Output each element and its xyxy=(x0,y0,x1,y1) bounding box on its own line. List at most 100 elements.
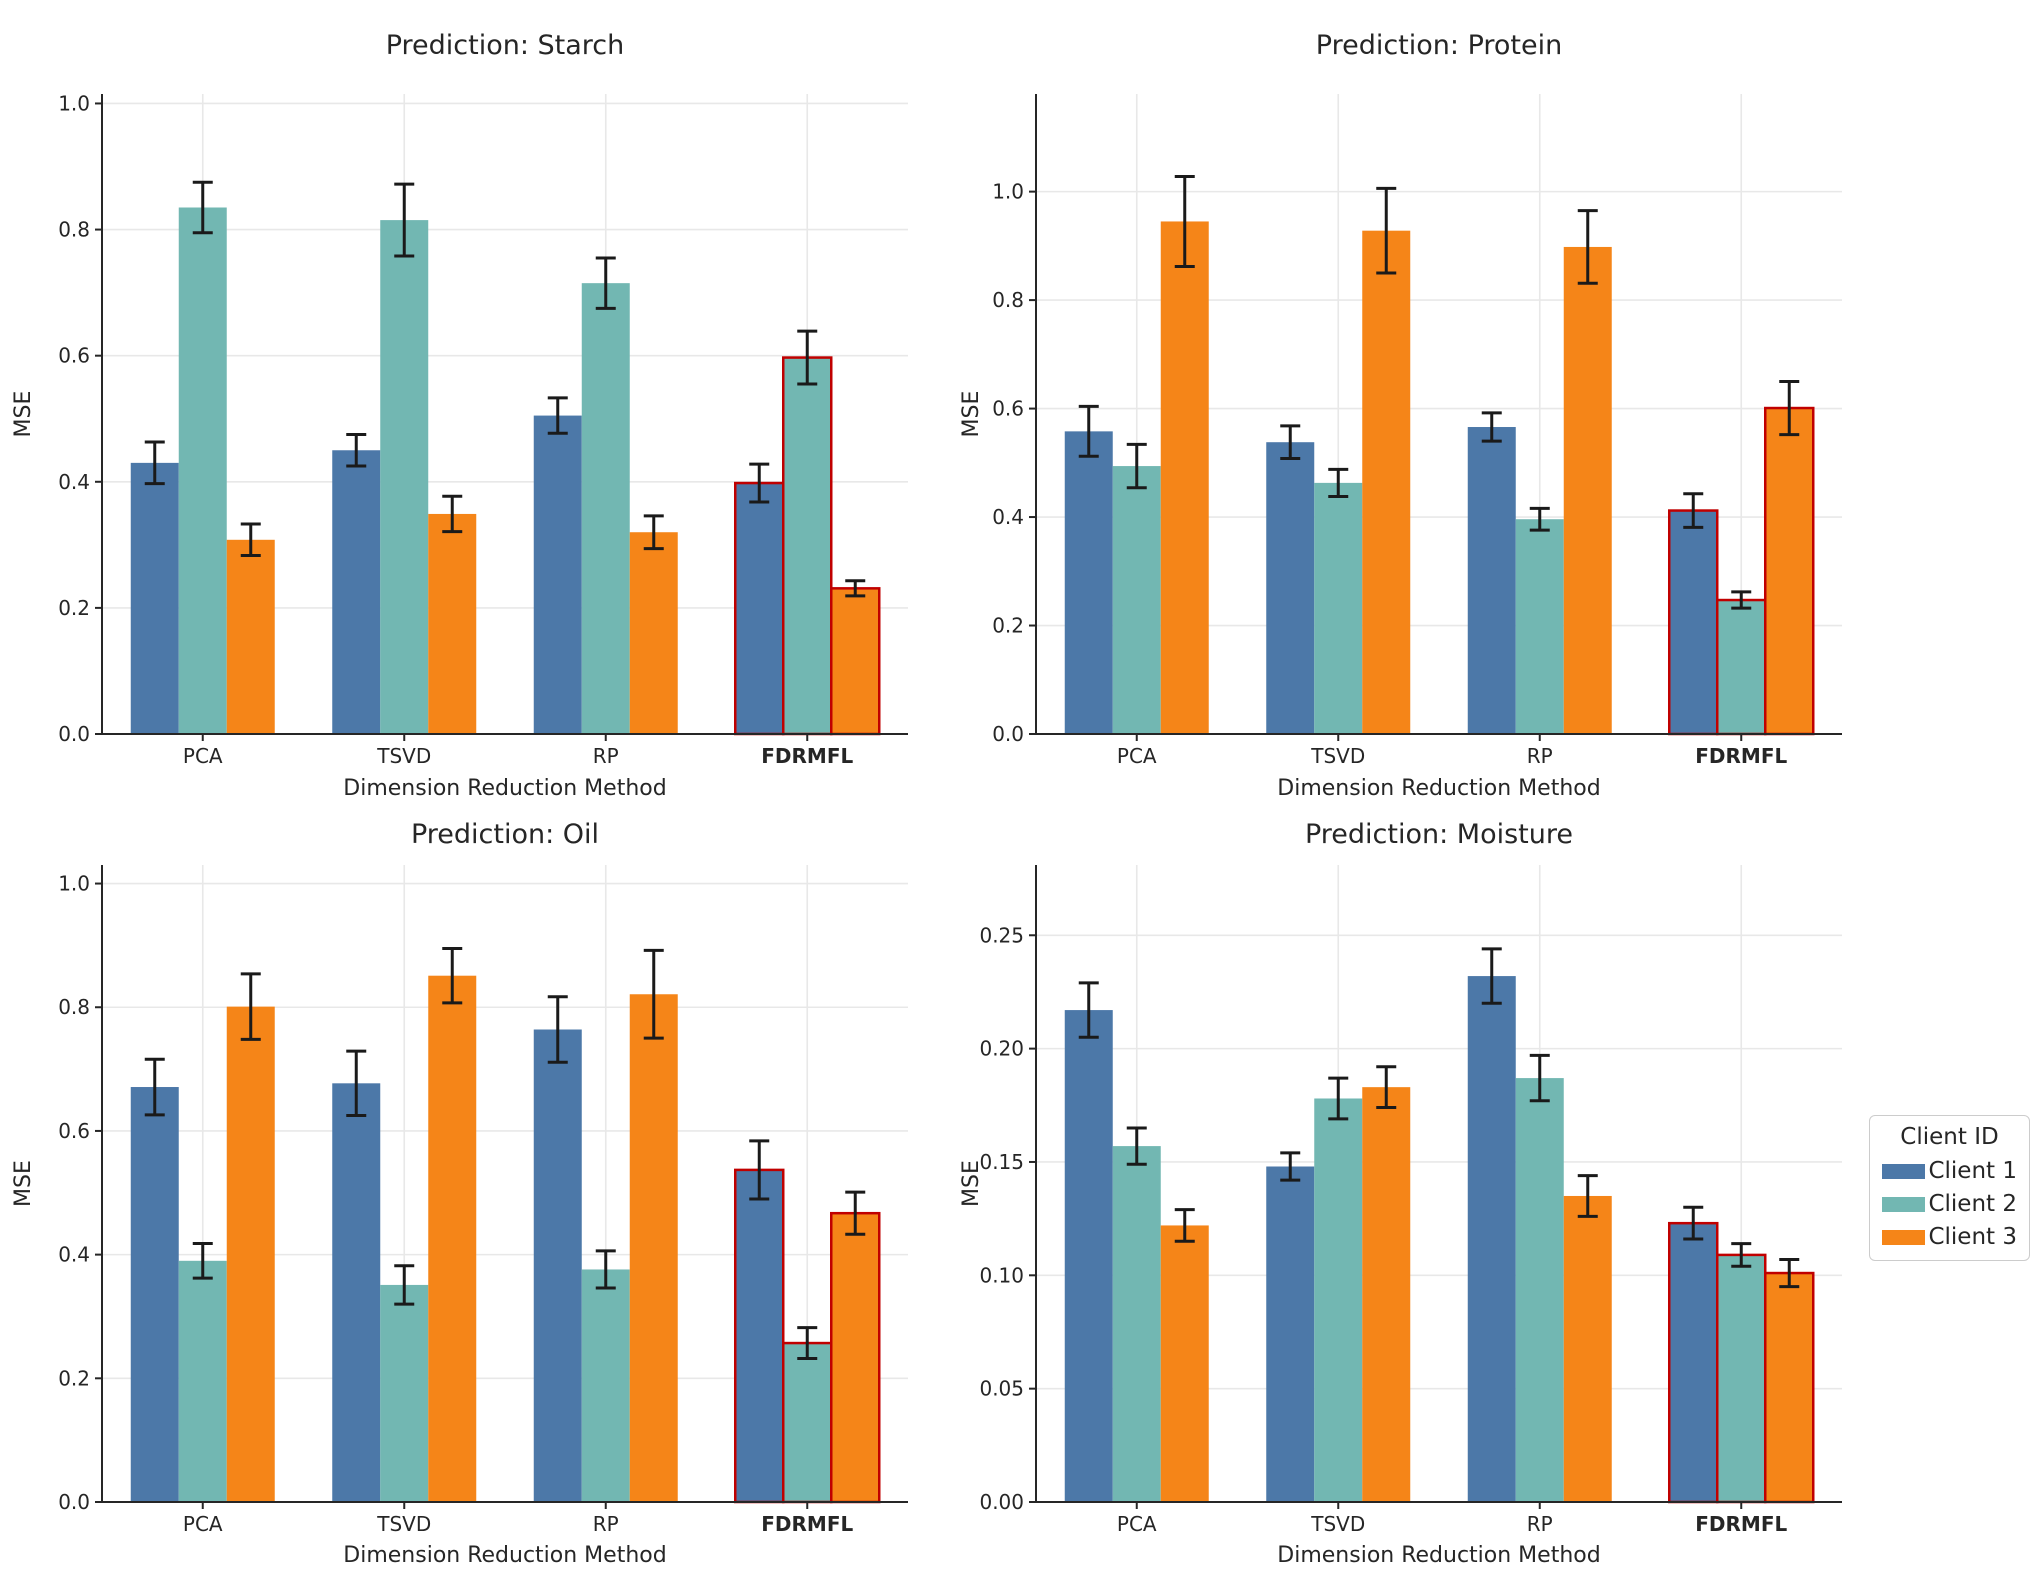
ytick-label-moisture-0.20: 0.20 xyxy=(979,1037,1024,1061)
xtick-label-protein-rp: RP xyxy=(1527,744,1553,768)
ytick-label-starch-1.0: 1.0 xyxy=(58,91,90,115)
xtick-label-starch-fdrmfl: FDRMFL xyxy=(761,744,853,768)
legend-item-client1: Client 1 xyxy=(1882,1158,2017,1184)
bar-oil-fdrmfl-client3 xyxy=(830,1211,881,1504)
ytick-label-oil-0.2: 0.2 xyxy=(58,1366,90,1390)
bar-oil-fdrmfl-client1 xyxy=(734,1168,785,1504)
bar-starch-fdrmfl-client3 xyxy=(830,587,881,736)
yaxis-label-starch: MSE xyxy=(11,391,36,438)
bar-moisture-tsvd-client3 xyxy=(1362,1087,1411,1502)
chart-title-protein: Prediction: Protein xyxy=(1316,30,1562,61)
yaxis-label-oil: MSE xyxy=(11,1160,36,1207)
bar-oil-pca-client3 xyxy=(226,1006,275,1502)
bar-starch-rp-client2 xyxy=(581,283,630,734)
bar-moisture-rp-client3 xyxy=(1563,1195,1612,1502)
chart-starch: 0.0 0.2 0.4 0.6 0.8 1.0 PCA TSVD RP FDRMFL Predict… xyxy=(11,30,908,801)
ytick-label-moisture-0.25: 0.25 xyxy=(979,923,1024,947)
bar-oil-rp-client2 xyxy=(581,1269,630,1502)
bar-starch-pca-client1 xyxy=(130,462,179,734)
bar-starch-pca-client2 xyxy=(178,207,227,734)
xtick-label-protein-pca: PCA xyxy=(1117,744,1157,768)
legend-swatch-client1-icon xyxy=(1882,1163,1925,1179)
bar-protein-pca-client1 xyxy=(1064,431,1113,734)
xaxis-label-protein: Dimension Reduction Method xyxy=(1277,776,1600,801)
ytick-label-moisture-0.15: 0.15 xyxy=(979,1150,1024,1174)
ytick-label-starch-0.6: 0.6 xyxy=(58,344,90,368)
legend-swatch-client3-icon xyxy=(1882,1229,1925,1245)
ytick-label-oil-0.4: 0.4 xyxy=(58,1243,90,1267)
bar-oil-tsvd-client2 xyxy=(380,1284,429,1502)
ytick-label-protein-1.0: 1.0 xyxy=(992,180,1024,204)
bar-moisture-rp-client1 xyxy=(1467,976,1516,1502)
bar-protein-rp-client2 xyxy=(1515,519,1564,734)
ytick-label-protein-0.8: 0.8 xyxy=(992,288,1024,312)
bar-protein-rp-client3 xyxy=(1563,246,1612,734)
ytick-label-starch-0.0: 0.0 xyxy=(58,722,90,746)
xtick-label-moisture-tsvd: TSVD xyxy=(1310,1512,1365,1536)
ytick-label-oil-1.0: 1.0 xyxy=(58,872,90,896)
bar-starch-fdrmfl-client1 xyxy=(734,481,785,736)
xtick-label-oil-rp: RP xyxy=(593,1512,619,1536)
bar-starch-tsvd-client1 xyxy=(332,450,381,734)
bar-protein-tsvd-client1 xyxy=(1266,442,1315,734)
bar-protein-fdrmfl-client2 xyxy=(1716,598,1767,736)
ytick-label-starch-0.2: 0.2 xyxy=(58,596,90,620)
xtick-label-moisture-pca: PCA xyxy=(1117,1512,1157,1536)
bar-starch-tsvd-client2 xyxy=(380,220,429,734)
bar-moisture-tsvd-client2 xyxy=(1314,1098,1363,1502)
bar-starch-rp-client3 xyxy=(629,532,678,734)
bar-starch-tsvd-client3 xyxy=(428,513,477,734)
xtick-label-starch-pca: PCA xyxy=(183,744,223,768)
legend-item-client3: Client 3 xyxy=(1882,1224,2017,1250)
xaxis-label-oil: Dimension Reduction Method xyxy=(343,1543,666,1568)
bar-starch-pca-client3 xyxy=(226,539,275,734)
bar-oil-tsvd-client1 xyxy=(332,1083,381,1502)
bar-protein-tsvd-client2 xyxy=(1314,482,1363,734)
bar-moisture-pca-client3 xyxy=(1160,1225,1209,1502)
ytick-label-oil-0.0: 0.0 xyxy=(58,1490,90,1514)
chart-oil: 0.0 0.2 0.4 0.6 0.8 1.0 PCA TSVD RP FDRMFL Predict… xyxy=(11,819,908,1568)
legend-label-client3: Client 3 xyxy=(1928,1224,2017,1250)
legend-item-client2: Client 2 xyxy=(1882,1191,2017,1217)
xtick-label-oil-pca: PCA xyxy=(183,1512,223,1536)
chart-title-moisture: Prediction: Moisture xyxy=(1305,819,1573,850)
legend-swatch-client2-icon xyxy=(1882,1196,1925,1212)
xtick-label-starch-rp: RP xyxy=(593,744,619,768)
bar-oil-fdrmfl-client2 xyxy=(782,1341,833,1504)
ytick-label-protein-0.0: 0.0 xyxy=(992,722,1024,746)
xtick-label-moisture-fdrmfl: FDRMFL xyxy=(1695,1512,1787,1536)
bar-starch-rp-client1 xyxy=(533,415,582,734)
xtick-label-moisture-rp: RP xyxy=(1527,1512,1553,1536)
bar-protein-pca-client3 xyxy=(1160,221,1209,734)
xtick-label-oil-tsvd: TSVD xyxy=(376,1512,431,1536)
yaxis-label-moisture: MSE xyxy=(959,1160,984,1207)
legend-title: Client ID xyxy=(1900,1124,1999,1150)
xtick-label-oil-fdrmfl: FDRMFL xyxy=(761,1512,853,1536)
ytick-label-oil-0.6: 0.6 xyxy=(58,1119,90,1143)
chart-moisture: 0.00 0.05 0.10 0.15 0.20 0.25 PCA TSVD RP FDRMFL P… xyxy=(959,819,1842,1568)
bar-moisture-fdrmfl-client3 xyxy=(1764,1271,1815,1504)
bar-moisture-pca-client1 xyxy=(1064,1010,1113,1502)
xtick-label-protein-tsvd: TSVD xyxy=(1310,744,1365,768)
bar-oil-pca-client1 xyxy=(130,1087,179,1502)
ytick-label-protein-0.2: 0.2 xyxy=(992,614,1024,638)
xaxis-label-starch: Dimension Reduction Method xyxy=(343,776,666,801)
xtick-label-protein-fdrmfl: FDRMFL xyxy=(1695,744,1787,768)
ytick-label-protein-0.4: 0.4 xyxy=(992,505,1024,529)
bar-starch-fdrmfl-client2 xyxy=(782,356,833,736)
chart-title-starch: Prediction: Starch xyxy=(386,30,625,61)
ytick-label-moisture-0.05: 0.05 xyxy=(979,1377,1024,1401)
bar-moisture-tsvd-client1 xyxy=(1266,1166,1315,1502)
bar-protein-rp-client1 xyxy=(1467,427,1516,734)
bar-protein-fdrmfl-client3 xyxy=(1764,406,1815,736)
bar-oil-rp-client3 xyxy=(629,994,678,1502)
chart-protein: 0.0 0.2 0.4 0.6 0.8 1.0 PCA TSVD RP FDRMFL Predict… xyxy=(959,30,1842,801)
legend-label-client2: Client 2 xyxy=(1928,1191,2017,1217)
xtick-label-starch-tsvd: TSVD xyxy=(376,744,431,768)
chart-title-oil: Prediction: Oil xyxy=(411,819,599,850)
ytick-label-protein-0.6: 0.6 xyxy=(992,397,1024,421)
ytick-label-oil-0.8: 0.8 xyxy=(58,995,90,1019)
ytick-label-starch-0.4: 0.4 xyxy=(58,470,90,494)
bar-moisture-fdrmfl-client2 xyxy=(1716,1253,1767,1504)
